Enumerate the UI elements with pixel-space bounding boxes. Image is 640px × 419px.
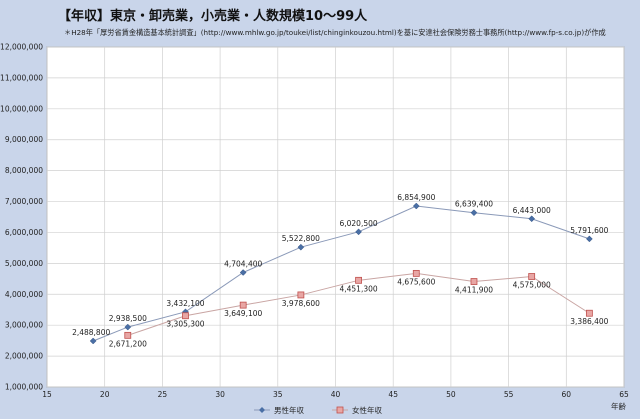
male-point: [297, 243, 305, 251]
x-tick-label: 65: [619, 390, 629, 399]
x-tick-label: 50: [446, 390, 456, 399]
legend-marker-male: [259, 407, 265, 413]
y-tick-label: 4,000,000: [5, 290, 43, 299]
y-tick-label: 7,000,000: [5, 197, 43, 206]
x-axis-label: 年齢: [611, 401, 626, 411]
y-tick-label: 3,000,000: [5, 321, 43, 330]
x-tick-label: 30: [215, 390, 225, 399]
male-data-label: 5,791,600: [570, 226, 608, 235]
x-tick-label: 40: [331, 390, 341, 399]
y-tick-label: 2,000,000: [5, 352, 43, 361]
female-point: [182, 312, 189, 320]
male-data-label: 4,704,400: [224, 260, 262, 269]
female-data-label: 3,305,300: [166, 320, 204, 329]
male-point: [412, 202, 420, 210]
male-point: [470, 209, 478, 217]
female-point: [297, 291, 305, 299]
male-point: [89, 337, 97, 345]
male-data-label: 3,432,100: [166, 299, 204, 308]
male-data-label: 6,443,000: [513, 206, 551, 215]
y-tick-label: 5,000,000: [5, 259, 43, 268]
chart-title: 【年収】東京・卸売業，小売業・人数規模10～99人: [58, 9, 368, 24]
male-point: [586, 235, 593, 243]
y-tick-label: 12,000,000: [0, 43, 43, 52]
x-tick-label: 60: [562, 390, 572, 399]
y-tick-label: 6,000,000: [5, 228, 43, 237]
female-data-label: 4,451,300: [339, 284, 377, 293]
female-data-label: 4,675,600: [397, 277, 435, 286]
female-data-label: 2,671,200: [109, 339, 147, 348]
legend-label: 女性年収: [352, 405, 382, 415]
x-tick-label: 25: [158, 390, 168, 399]
male-data-label: 6,854,900: [397, 193, 435, 202]
female-point: [239, 301, 247, 309]
male-point: [239, 269, 247, 276]
x-tick-label: 35: [273, 390, 283, 399]
y-tick-label: 11,000,000: [0, 73, 43, 82]
female-point: [355, 276, 362, 284]
chart-subtitle: ＊H28年「厚労省賃金構造基本統計調査」(http://www.mhlw.go.…: [64, 28, 606, 37]
series-line-0: [92, 205, 590, 342]
male-data-label: 6,020,500: [339, 219, 377, 228]
y-tick-label: 10,000,000: [0, 104, 43, 113]
y-tick-label: 9,000,000: [5, 135, 43, 144]
female-data-label: 3,649,100: [224, 309, 262, 318]
legend-label: 男性年収: [274, 405, 304, 415]
female-data-label: 3,978,600: [282, 299, 320, 308]
female-point: [528, 273, 536, 280]
male-point: [528, 215, 536, 223]
legend-marker-female: [336, 406, 344, 414]
x-tick-label: 15: [42, 390, 52, 399]
male-data-label: 6,639,400: [455, 200, 493, 209]
female-data-label: 4,575,000: [513, 281, 551, 290]
female-point: [585, 309, 593, 317]
y-tick-label: 8,000,000: [5, 166, 43, 175]
y-tick-label: 1,000,000: [5, 383, 43, 392]
male-point: [124, 323, 132, 331]
male-data-label: 2,938,500: [109, 314, 147, 323]
female-data-label: 4,411,900: [455, 286, 493, 295]
male-data-label: 5,522,800: [282, 234, 320, 243]
x-tick-label: 20: [100, 390, 110, 399]
female-point: [470, 278, 478, 285]
female-point: [124, 331, 132, 339]
male-point: [355, 228, 362, 236]
female-data-label: 3,386,400: [570, 317, 608, 326]
male-data-label: 2,488,800: [72, 328, 110, 337]
x-tick-label: 45: [388, 390, 398, 399]
female-point: [412, 269, 420, 277]
x-tick-label: 55: [504, 390, 514, 399]
